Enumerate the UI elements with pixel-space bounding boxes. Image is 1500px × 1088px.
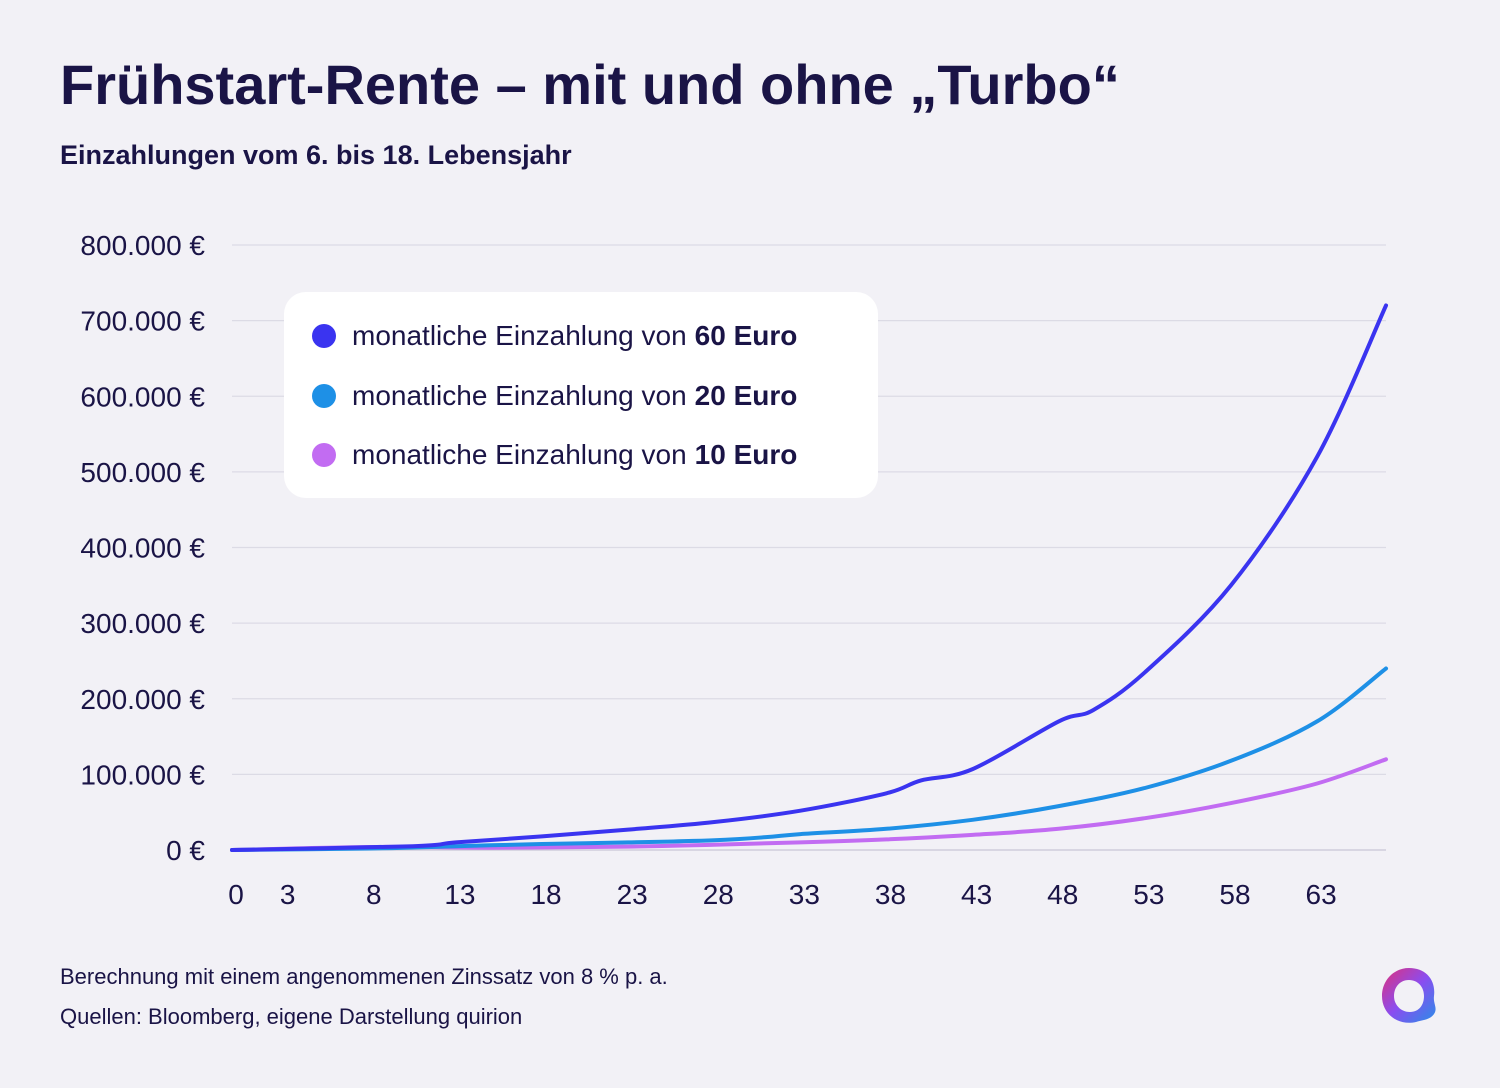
y-tick-label: 0 € [166, 835, 205, 866]
x-tick-label: 13 [444, 879, 475, 910]
legend-dot-20 [312, 384, 336, 408]
y-tick-label: 600.000 € [80, 381, 205, 412]
series-line-60 [230, 303, 1388, 852]
legend-amount-60: 60 Euro [694, 320, 798, 351]
x-tick-label: 38 [875, 879, 906, 910]
x-tick-label: 43 [961, 879, 992, 910]
legend-dot-10 [312, 443, 336, 467]
x-tick-label: 58 [1219, 879, 1250, 910]
chart-subtitle: Einzahlungen vom 6. bis 18. Lebensjahr [60, 140, 572, 170]
x-tick-label: 23 [617, 879, 648, 910]
y-tick-label: 200.000 € [80, 684, 205, 715]
x-tick-label: 33 [789, 879, 820, 910]
legend-label-10: monatliche Einzahlung von [352, 439, 687, 470]
legend-item-60: monatliche Einzahlung von 60 Euro [312, 316, 797, 356]
legend-label-60: monatliche Einzahlung von [352, 320, 687, 351]
series-lines [230, 303, 1388, 852]
x-tick-label: 8 [366, 879, 382, 910]
quirion-logo-icon [1382, 968, 1436, 1023]
y-tick-label: 100.000 € [80, 759, 205, 790]
legend-amount-20: 20 Euro [694, 380, 798, 411]
y-tick-label: 700.000 € [80, 306, 205, 337]
footnote-sources: Quellen: Bloomberg, eigene Darstellung q… [60, 1004, 523, 1029]
y-axis-ticks: 0 € 100.000 € 200.000 € 300.000 € 400.000 € 5… [80, 230, 205, 866]
y-tick-label: 800.000 € [80, 230, 205, 261]
series-line-20 [230, 666, 1388, 852]
legend: monatliche Einzahlung von 60 Euro monatl… [284, 292, 878, 498]
legend-amount-10: 10 Euro [694, 439, 798, 470]
x-tick-label: 28 [703, 879, 734, 910]
x-tick-label: 53 [1133, 879, 1164, 910]
legend-dot-60 [312, 324, 336, 348]
chart-title: Frühstart-Rente – mit und ohne „Turbo“ [60, 53, 1120, 116]
x-tick-label: 18 [530, 879, 561, 910]
x-axis-ticks: 0 3 8 13 18 23 28 33 38 43 48 53 58 63 [228, 879, 1336, 910]
x-tick-label: 3 [280, 879, 296, 910]
y-tick-label: 500.000 € [80, 457, 205, 488]
x-tick-label: 63 [1306, 879, 1337, 910]
legend-item-20: monatliche Einzahlung von 20 Euro [312, 376, 797, 416]
legend-item-10: monatliche Einzahlung von 10 Euro [312, 435, 797, 475]
y-tick-label: 400.000 € [80, 533, 205, 564]
x-tick-label: 0 [228, 879, 244, 910]
legend-label-20: monatliche Einzahlung von [352, 380, 687, 411]
x-tick-label: 48 [1047, 879, 1078, 910]
footnote-interest: Berechnung mit einem angenommenen Zinssa… [60, 964, 668, 989]
y-tick-label: 300.000 € [80, 608, 205, 639]
series-line-10 [230, 757, 1388, 852]
